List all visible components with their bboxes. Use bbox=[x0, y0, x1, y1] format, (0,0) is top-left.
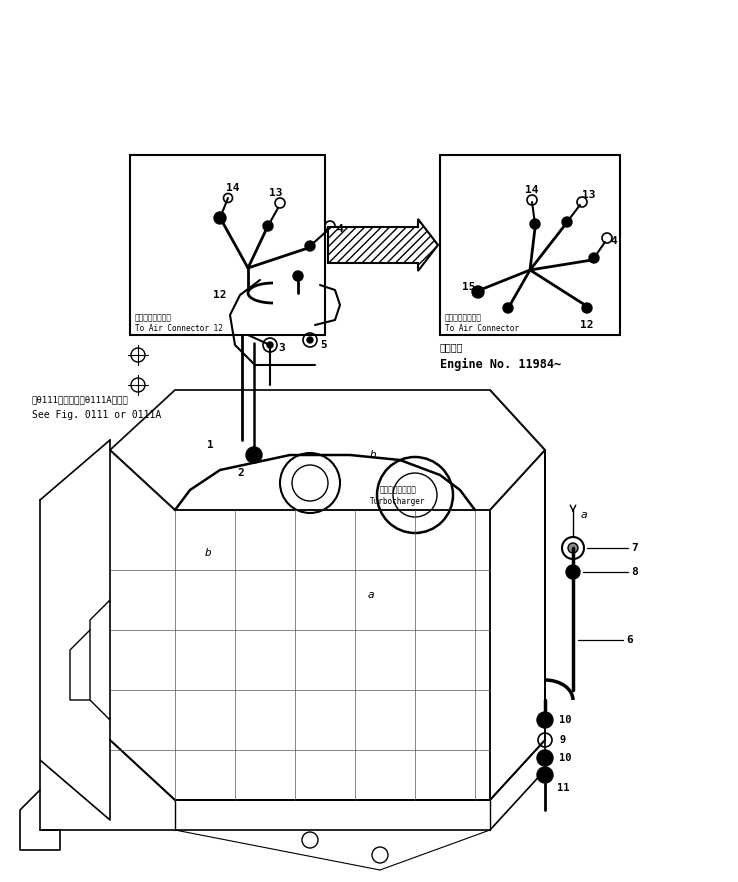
Text: To Air Connector: To Air Connector bbox=[445, 324, 519, 333]
Text: 適用号機: 適用号機 bbox=[440, 342, 463, 352]
Text: 9: 9 bbox=[559, 735, 565, 745]
Circle shape bbox=[568, 543, 578, 553]
Circle shape bbox=[537, 750, 553, 766]
Text: 5: 5 bbox=[320, 340, 327, 350]
Text: 10: 10 bbox=[559, 753, 571, 763]
Text: Turbocharger: Turbocharger bbox=[370, 497, 426, 506]
Text: 2: 2 bbox=[237, 468, 244, 478]
Text: b: b bbox=[370, 450, 377, 460]
Text: 12: 12 bbox=[213, 290, 227, 300]
Text: 14: 14 bbox=[525, 185, 539, 195]
Text: See Fig. 0111 or 0111A: See Fig. 0111 or 0111A bbox=[32, 410, 161, 420]
Circle shape bbox=[472, 286, 484, 298]
Text: a: a bbox=[368, 590, 375, 600]
Text: To Air Connector 12: To Air Connector 12 bbox=[135, 324, 223, 333]
Text: 6: 6 bbox=[626, 635, 632, 645]
Text: 10: 10 bbox=[559, 715, 571, 725]
Bar bbox=[130, 155, 325, 335]
Text: ターボチャージャ: ターボチャージャ bbox=[379, 485, 416, 495]
Text: 第θ111図または第θ111A図参照: 第θ111図または第θ111A図参照 bbox=[32, 395, 128, 404]
Text: 4: 4 bbox=[336, 224, 342, 234]
Text: 11: 11 bbox=[557, 783, 570, 793]
Text: 8: 8 bbox=[631, 567, 638, 577]
Circle shape bbox=[537, 767, 553, 783]
Text: エアーコネクタへ: エアーコネクタへ bbox=[135, 313, 172, 322]
Bar bbox=[440, 155, 620, 335]
Text: a: a bbox=[581, 510, 587, 520]
Polygon shape bbox=[328, 219, 438, 271]
Text: 14: 14 bbox=[227, 183, 240, 193]
Circle shape bbox=[246, 447, 262, 463]
Text: 4: 4 bbox=[610, 236, 617, 246]
Circle shape bbox=[566, 565, 580, 579]
Text: b: b bbox=[205, 548, 212, 558]
Circle shape bbox=[307, 337, 313, 343]
Text: Engine No. 11984~: Engine No. 11984~ bbox=[440, 358, 561, 371]
Circle shape bbox=[503, 303, 513, 313]
Circle shape bbox=[305, 241, 315, 251]
Text: 15: 15 bbox=[462, 282, 475, 292]
Circle shape bbox=[589, 253, 599, 263]
Circle shape bbox=[582, 303, 592, 313]
Circle shape bbox=[293, 271, 303, 281]
Circle shape bbox=[537, 712, 553, 728]
Text: 1: 1 bbox=[207, 440, 214, 450]
Text: 13: 13 bbox=[269, 188, 283, 198]
Circle shape bbox=[530, 219, 540, 229]
Circle shape bbox=[214, 212, 226, 224]
Text: 12: 12 bbox=[580, 320, 593, 330]
Circle shape bbox=[263, 221, 273, 231]
Text: 13: 13 bbox=[582, 190, 596, 200]
Circle shape bbox=[267, 342, 273, 348]
Circle shape bbox=[562, 217, 572, 227]
Text: 3: 3 bbox=[278, 343, 285, 353]
Text: エアーコネクタへ: エアーコネクタへ bbox=[445, 313, 482, 322]
Text: 7: 7 bbox=[631, 543, 638, 553]
